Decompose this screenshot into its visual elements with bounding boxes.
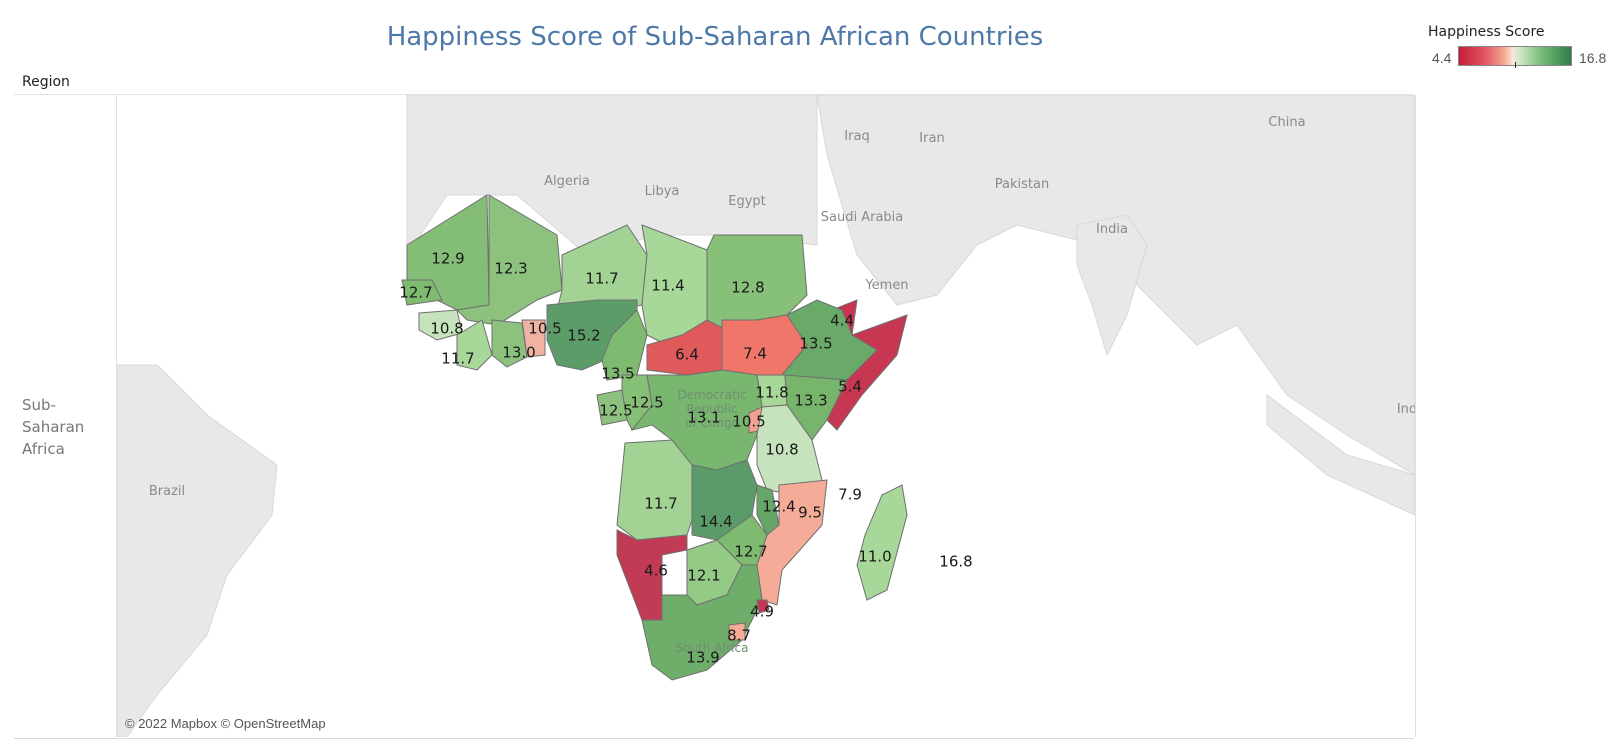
region-column-header: Region: [22, 74, 70, 90]
score-label: 12.8: [731, 279, 764, 297]
label-egypt: Egypt: [728, 194, 766, 209]
score-label: 12.3: [494, 260, 527, 278]
map-title: Happiness Score of Sub-Saharan African C…: [386, 22, 1044, 52]
score-label: 13.3: [794, 392, 827, 410]
country-somalia[interactable]: [826, 314, 908, 431]
score-label: 13.0: [502, 344, 535, 362]
label-drc-line1: Democratic: [677, 388, 746, 402]
country-guinea[interactable]: [418, 309, 463, 341]
label-brazil: Brazil: [149, 484, 185, 499]
score-label: 12.7: [399, 284, 432, 302]
region-row-label[interactable]: Sub-Saharan Africa: [22, 394, 116, 460]
score-label: 11.7: [441, 350, 474, 368]
region-label-line1: Sub-Saharan: [22, 396, 85, 436]
legend-max-label: 16.8: [1579, 50, 1607, 66]
score-label: 16.8: [939, 553, 972, 571]
score-label: 10.5: [732, 413, 765, 431]
label-yemen: Yemen: [864, 278, 908, 293]
label-iran: Iran: [919, 131, 944, 146]
score-label: 12.5: [630, 394, 663, 412]
background-land: [117, 95, 1415, 737]
score-label: 11.0: [858, 548, 891, 566]
india-land: [1076, 214, 1148, 357]
score-label: 12.5: [599, 402, 632, 420]
country-namibia[interactable]: [616, 529, 688, 621]
label-iraq: Iraq: [844, 129, 869, 144]
score-labels: 12.912.311.7 11.4 12.812.710.8 10.5 15.211.7…: [399, 250, 972, 667]
south-america-land: [117, 364, 278, 737]
score-label: 13.5: [601, 365, 634, 383]
legend-min-label: 4.4: [1432, 50, 1452, 66]
label-drc-line2: Republic: [686, 402, 737, 416]
country-ivory-coast[interactable]: [456, 319, 493, 371]
score-label: 15.2: [567, 327, 600, 345]
score-label: 7.9: [838, 486, 862, 504]
score-label: 9.5: [798, 504, 822, 522]
score-label: 13.9: [686, 649, 719, 667]
map-attribution[interactable]: © 2022 Mapbox © OpenStreetMap: [125, 716, 326, 731]
country-zambia[interactable]: [691, 459, 758, 541]
score-label: 10.8: [430, 320, 463, 338]
country-mozambique[interactable]: [756, 479, 828, 606]
country-senegal[interactable]: [401, 279, 443, 306]
map-svg[interactable]: Algeria Libya Egypt Iraq Iran Saudi Arab…: [117, 95, 1415, 737]
label-algeria: Algeria: [544, 174, 590, 189]
label-south-africa: South Africa: [676, 641, 749, 655]
score-label: 6.4: [675, 346, 699, 364]
label-libya: Libya: [645, 184, 680, 199]
country-lesotho[interactable]: [728, 622, 746, 641]
countries[interactable]: [401, 194, 908, 681]
place-labels: Algeria Libya Egypt Iraq Iran Saudi Arab…: [149, 115, 1415, 499]
score-label: 4.4: [830, 312, 854, 330]
score-label: 12.4: [762, 498, 795, 516]
row-divider-bottom: [14, 738, 1414, 739]
sumatra-land: [1266, 394, 1415, 516]
score-label: 10.8: [765, 441, 798, 459]
region-label-line2: Africa: [22, 440, 65, 458]
score-label: 4.6: [644, 562, 668, 580]
label-pakistan: Pakistan: [995, 177, 1049, 192]
score-label: 11.4: [651, 277, 684, 295]
score-label: 10.5: [528, 320, 561, 338]
score-label: 13.5: [799, 335, 832, 353]
label-india: India: [1096, 222, 1128, 237]
score-label: 13.1: [687, 409, 720, 427]
country-madagascar[interactable]: [856, 484, 908, 601]
legend-tick: [1515, 62, 1516, 68]
score-label: 11.8: [755, 384, 788, 402]
country-zimbabwe[interactable]: [716, 514, 768, 566]
score-label: 12.1: [687, 567, 720, 585]
country-eswatini[interactable]: [756, 599, 770, 614]
label-saudi: Saudi Arabia: [821, 210, 904, 225]
label-ind-cut: Ind: [1397, 402, 1415, 417]
score-label: 12.9: [431, 250, 464, 268]
score-label: 5.4: [838, 378, 862, 396]
map-view[interactable]: Algeria Libya Egypt Iraq Iran Saudi Arab…: [116, 95, 1416, 737]
score-label: 11.7: [585, 270, 618, 288]
score-label: 12.7: [734, 543, 767, 561]
score-label: 11.7: [644, 495, 677, 513]
country-south-africa[interactable]: [641, 564, 763, 681]
country-ghana[interactable]: [491, 319, 528, 368]
score-label: 4.9: [750, 603, 774, 621]
legend-title: Happiness Score: [1428, 24, 1545, 40]
score-label: 7.4: [743, 345, 767, 363]
label-drc-line3: of Congo: [685, 416, 739, 430]
country-name-labels: Democratic Republic of Congo South Afric…: [676, 388, 749, 655]
score-label: 8.7: [727, 627, 751, 645]
score-label: 14.4: [699, 513, 732, 531]
label-china: China: [1268, 115, 1305, 130]
